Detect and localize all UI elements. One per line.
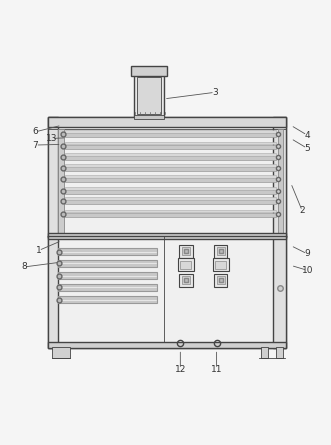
Bar xyxy=(65,130,276,133)
Bar xyxy=(216,247,225,255)
Text: 5: 5 xyxy=(305,144,310,153)
Bar xyxy=(178,259,194,271)
Bar xyxy=(48,342,286,348)
Text: 7: 7 xyxy=(32,141,38,150)
Bar xyxy=(65,187,276,190)
Bar xyxy=(65,153,276,156)
Bar xyxy=(65,165,276,167)
Bar xyxy=(58,129,64,236)
Bar xyxy=(216,276,225,284)
Bar xyxy=(65,175,276,178)
Text: 4: 4 xyxy=(305,131,310,140)
Bar xyxy=(179,245,193,258)
Bar xyxy=(65,145,276,149)
Bar xyxy=(273,117,286,237)
Bar xyxy=(58,248,157,255)
Bar xyxy=(65,210,276,212)
Bar xyxy=(180,261,191,269)
Bar xyxy=(65,167,276,171)
Text: 6: 6 xyxy=(32,127,38,136)
Text: 10: 10 xyxy=(302,266,313,275)
Bar xyxy=(52,347,70,358)
Text: 12: 12 xyxy=(175,364,186,374)
Bar xyxy=(48,117,286,237)
Bar xyxy=(261,347,268,358)
Bar xyxy=(48,236,58,348)
Bar xyxy=(137,77,161,114)
Bar xyxy=(214,274,227,287)
Bar xyxy=(48,117,286,127)
Bar xyxy=(65,156,276,160)
Bar xyxy=(48,117,58,237)
Bar xyxy=(134,74,164,117)
Text: 8: 8 xyxy=(21,263,26,271)
Bar xyxy=(179,274,193,287)
Bar xyxy=(65,198,276,200)
Text: 11: 11 xyxy=(211,364,222,374)
Bar xyxy=(182,247,190,255)
Bar xyxy=(214,245,227,258)
Bar xyxy=(278,129,283,236)
Bar xyxy=(65,213,276,217)
Bar xyxy=(58,284,157,291)
Bar xyxy=(276,347,283,358)
Bar xyxy=(65,142,276,144)
Bar xyxy=(65,200,276,204)
Bar xyxy=(65,133,276,137)
Bar xyxy=(65,190,276,194)
Text: 2: 2 xyxy=(300,206,305,215)
Text: 13: 13 xyxy=(46,134,58,143)
Bar xyxy=(280,236,286,290)
Bar xyxy=(58,272,157,279)
Bar xyxy=(58,260,157,267)
Bar xyxy=(134,115,164,119)
Bar xyxy=(215,261,226,269)
Bar xyxy=(48,233,286,239)
Bar xyxy=(131,66,167,76)
Bar xyxy=(213,259,229,271)
Bar xyxy=(58,296,157,303)
Bar xyxy=(65,178,276,182)
Text: 3: 3 xyxy=(212,88,218,97)
Bar xyxy=(273,236,286,348)
Text: 9: 9 xyxy=(305,249,310,258)
Bar xyxy=(48,236,286,348)
Bar xyxy=(182,276,190,284)
Text: 1: 1 xyxy=(36,246,41,255)
